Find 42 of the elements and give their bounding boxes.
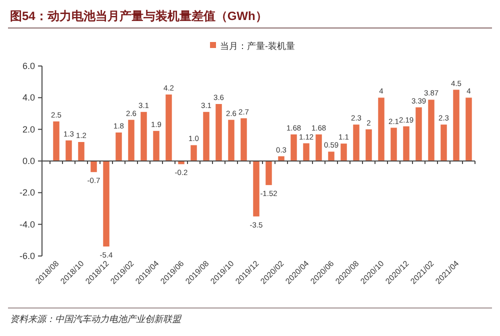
title: 图54：动力电池当月产量与装机量差值（GWh） [10,9,268,23]
bar [253,161,260,216]
text: 资料来源：中国汽车动力电池产业创新联盟 [10,314,182,324]
bar [440,124,447,161]
y-tick-label: -6.0 [19,251,35,261]
bar [428,100,434,161]
bar [153,130,160,161]
bar [78,142,84,161]
y-tick-label: -2.0 [19,188,35,198]
bar [316,134,322,161]
bar [66,140,72,161]
y-tick-label: -4.0 [19,219,35,230]
bar [378,98,384,161]
bar [103,161,110,246]
bar [416,107,422,161]
bar [216,104,222,161]
y-tick-label: 2.0 [22,124,35,134]
bar [366,129,372,161]
y-tick-label: 6.0 [22,61,35,71]
bar [328,152,334,161]
bar [128,120,134,161]
bar [403,126,410,161]
bar [340,144,347,161]
bar [140,112,147,161]
y-tick-label: 4.0 [22,92,35,103]
bar [453,90,460,161]
bar [116,132,122,161]
bar [166,94,172,161]
bar [290,134,297,161]
bar [390,128,397,161]
bar [466,98,472,161]
bar [266,161,272,186]
bar [190,145,197,161]
bar [53,121,60,161]
bar [240,118,247,161]
legend-label: 当月：产量-装机量 [220,41,295,51]
bar [303,143,310,161]
bar [228,120,234,161]
bar [203,112,210,161]
bar [353,124,360,161]
y-tick-label: 0.0 [22,156,35,166]
bar [90,161,97,172]
